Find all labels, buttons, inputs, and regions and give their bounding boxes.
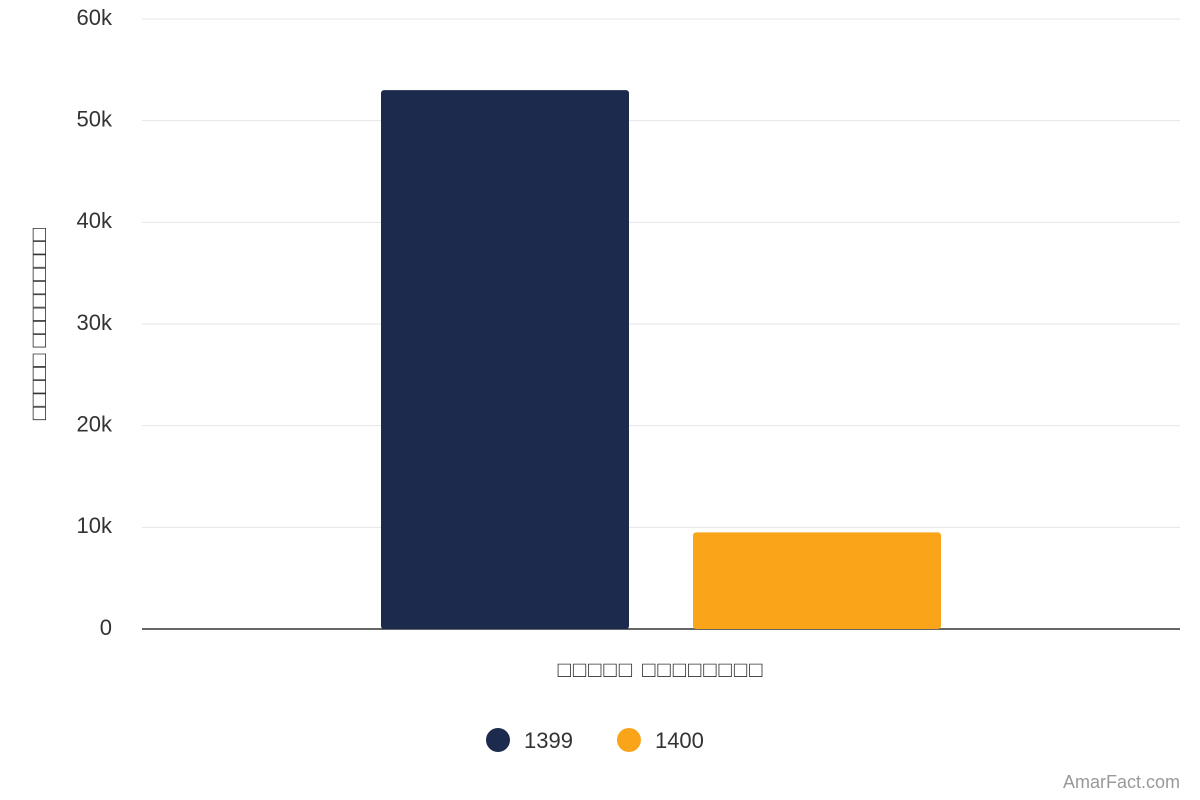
y-tick-label: 60k [77,5,113,30]
y-tick-label: 50k [77,106,113,131]
credit: AmarFact.com [1063,772,1180,792]
legend-marker [486,728,510,752]
y-axis-label: □□□□□ □□□□□□□□□ [26,228,51,420]
y-tick-label: 0 [100,615,112,640]
bar [381,90,629,629]
x-axis-label: □□□□□ □□□□□□□□ [558,657,765,682]
bar [693,532,941,629]
legend-marker [616,728,641,752]
legend-label[interactable]: 1400 [655,728,704,753]
legend-label[interactable]: 1399 [524,728,573,753]
y-tick-label: 20k [77,411,113,436]
y-tick-label: 10k [77,513,113,538]
y-tick-label: 40k [77,208,113,233]
y-tick-label: 30k [77,310,113,335]
